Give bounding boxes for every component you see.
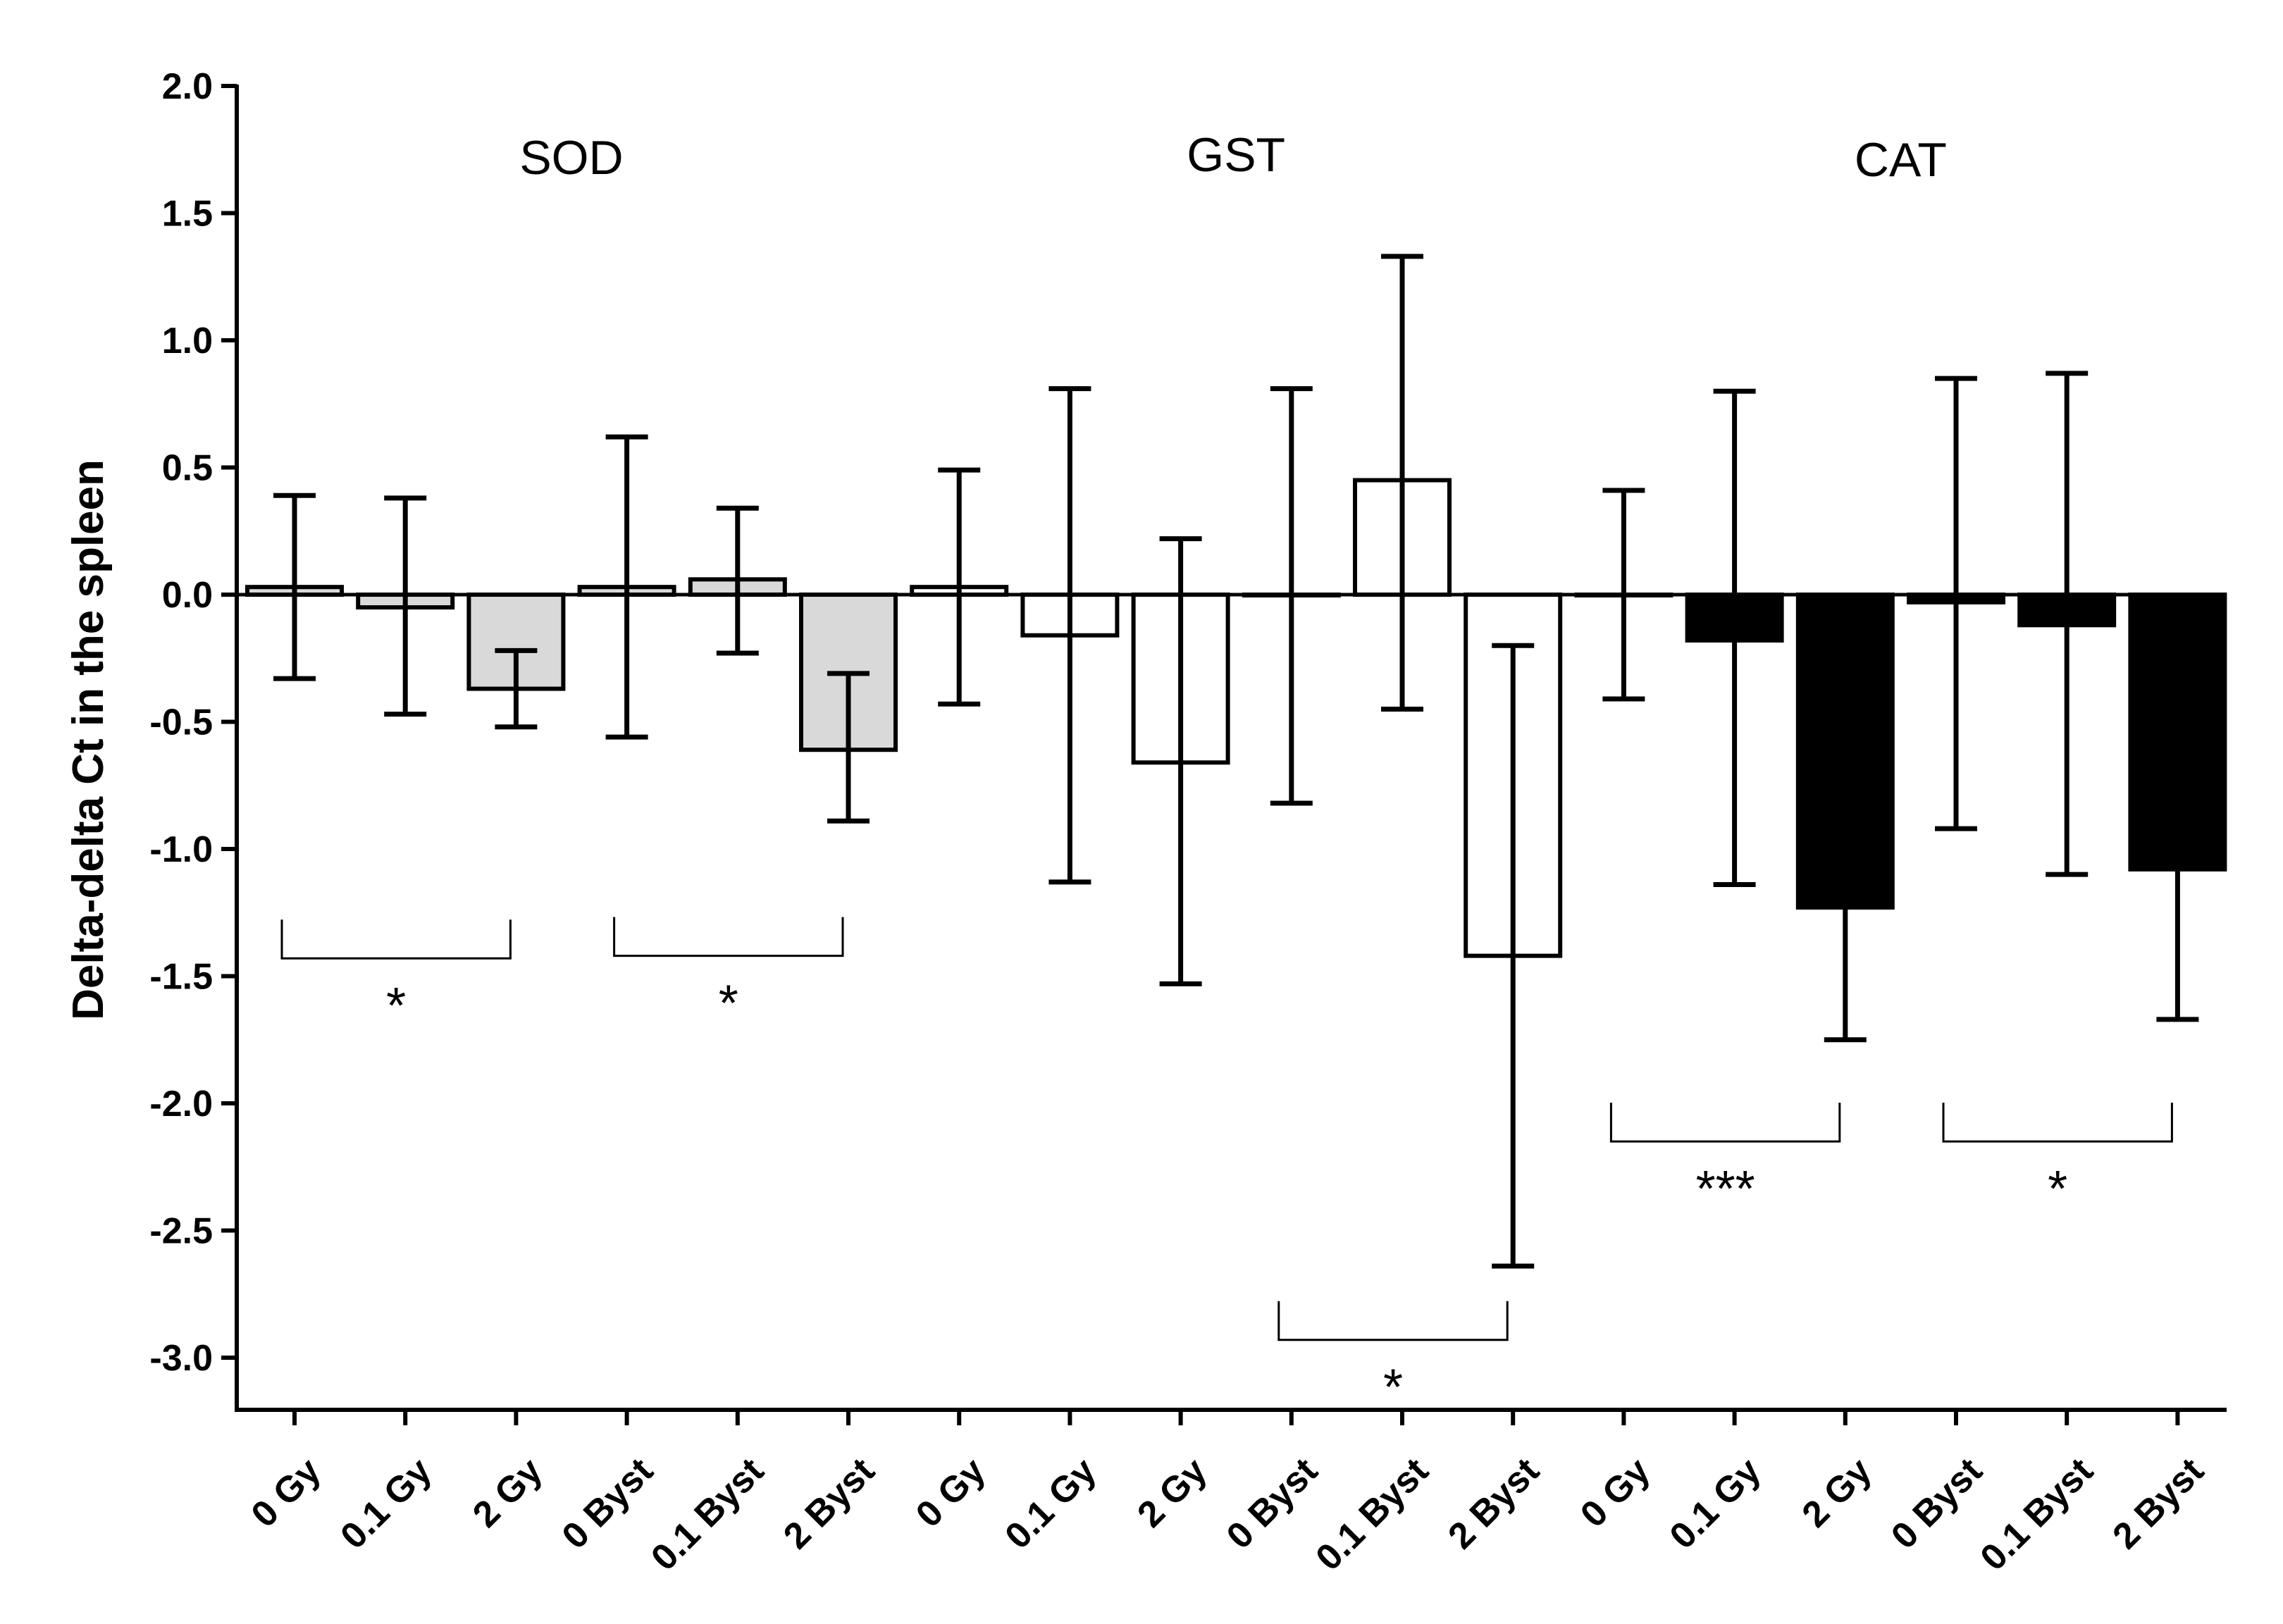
group-label-cat: CAT — [1855, 133, 1947, 187]
x-tick-label: 2 Byst — [1440, 1450, 1547, 1556]
axes — [221, 84, 2227, 1425]
significance-bracket — [613, 917, 844, 957]
x-tick-label: 0.1 Byst — [1973, 1450, 2101, 1578]
significance-bracket — [280, 919, 512, 960]
bars — [245, 478, 2227, 958]
x-tick-label: 2 Gy — [465, 1450, 550, 1535]
x-tick-label: 0 Byst — [1883, 1450, 1990, 1556]
significance-bracket — [1942, 1103, 2173, 1143]
error-bars — [273, 254, 2199, 1341]
significance-label: * — [386, 978, 406, 1034]
x-tick-label: 0 Gy — [244, 1450, 329, 1535]
significance-label: * — [1383, 1360, 1403, 1416]
x-tick-label: 2 Byst — [2105, 1450, 2212, 1556]
significance-bracket — [1277, 1301, 1509, 1341]
significance-label: * — [719, 976, 738, 1032]
y-tick-label: -2.0 — [149, 1084, 213, 1124]
significance-label: * — [2048, 1161, 2067, 1217]
x-tick-label: 0 Byst — [555, 1450, 661, 1556]
y-tick-label: 2.0 — [162, 66, 213, 107]
y-tick-label: 1.0 — [162, 321, 213, 361]
x-tick-label: 0 Gy — [1573, 1450, 1658, 1535]
x-tick-label: 2 Byst — [776, 1450, 882, 1556]
y-tick-label: 0.5 — [162, 448, 213, 489]
x-tick-label: 0.1 Gy — [333, 1450, 439, 1556]
y-tick-label: -1.5 — [149, 957, 213, 998]
x-tick-label: 2 Gy — [1130, 1450, 1215, 1535]
y-tick-label: -0.5 — [149, 702, 213, 743]
x-tick-label: 0 Gy — [908, 1450, 994, 1535]
y-tick-label: -1.0 — [149, 829, 213, 870]
y-tick-label: 1.5 — [162, 194, 213, 235]
x-tick-label: 0.1 Gy — [1662, 1450, 1769, 1556]
group-label-gst: GST — [1187, 128, 1285, 182]
y-axis-title: Delta-delta Ct in the spleen — [64, 459, 113, 1020]
x-tick-label: 0.1 Byst — [643, 1450, 772, 1578]
significance-label: *** — [1696, 1161, 1755, 1217]
y-tick-label: -3.0 — [149, 1338, 213, 1379]
y-tick-label: 0.0 — [162, 575, 213, 616]
x-tick-label: 2 Gy — [1795, 1450, 1880, 1535]
group-label-sod: SOD — [519, 131, 623, 185]
y-tick-label: -2.5 — [149, 1211, 213, 1252]
x-tick-label: 0 Byst — [1219, 1450, 1325, 1556]
x-tick-label: 0.1 Byst — [1308, 1450, 1436, 1578]
x-tick-label: 0.1 Gy — [997, 1450, 1103, 1556]
significance-bracket — [1609, 1103, 1841, 1143]
